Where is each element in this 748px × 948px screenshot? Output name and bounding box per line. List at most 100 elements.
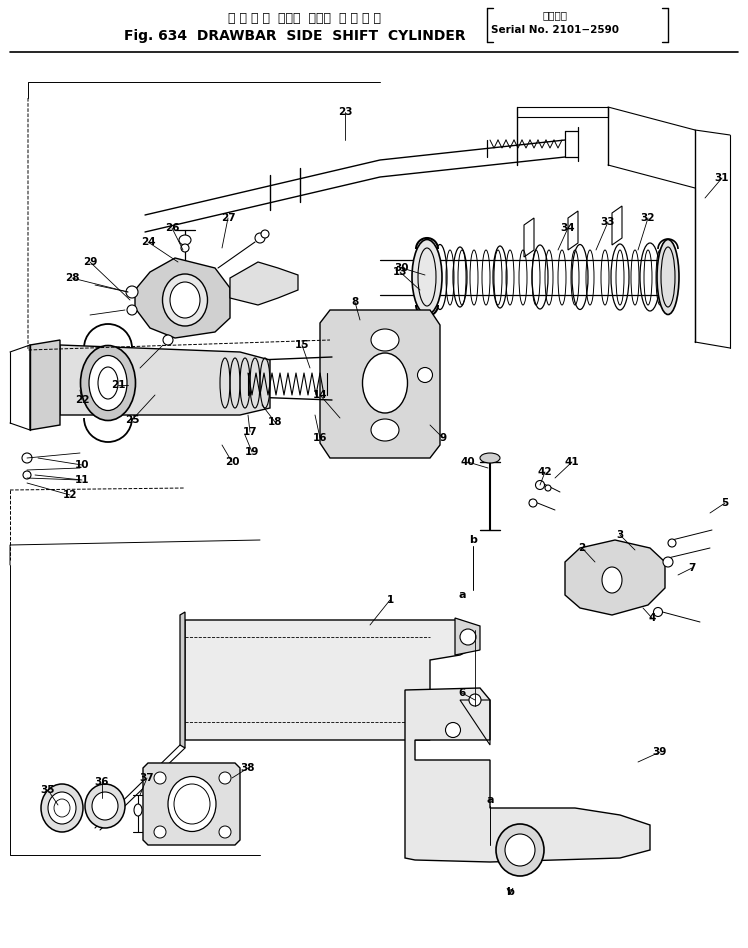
Polygon shape [185,620,475,740]
Text: 適用号機: 適用号機 [542,10,568,20]
Ellipse shape [261,230,269,238]
Text: 1: 1 [387,595,393,605]
Ellipse shape [81,345,135,421]
Text: 13: 13 [393,267,407,277]
Ellipse shape [460,629,476,645]
Text: 18: 18 [268,417,282,427]
Text: 40: 40 [461,457,475,467]
Ellipse shape [92,792,118,820]
Text: 5: 5 [721,498,729,508]
Ellipse shape [657,240,679,315]
Ellipse shape [22,453,32,463]
Text: 3: 3 [616,530,624,540]
Ellipse shape [48,792,76,824]
Ellipse shape [181,244,189,252]
Text: 15: 15 [295,340,309,350]
Ellipse shape [154,826,166,838]
Text: 21: 21 [111,380,125,390]
Text: 37: 37 [140,773,154,783]
Text: 23: 23 [338,107,352,117]
Text: 22: 22 [75,395,89,405]
Ellipse shape [417,368,432,382]
Text: ド ロ ー バ  サイド  シフト  シ リ ン ダ: ド ロ ー バ サイド シフト シ リ ン ダ [228,11,381,25]
Text: 31: 31 [715,173,729,183]
Polygon shape [135,258,230,338]
Text: b: b [469,535,477,545]
Ellipse shape [654,608,663,616]
Ellipse shape [371,419,399,441]
Ellipse shape [219,772,231,784]
Polygon shape [143,763,240,845]
Ellipse shape [412,240,442,315]
Text: 12: 12 [63,490,77,500]
Text: Fig. 634  DRAWBAR  SIDE  SHIFT  CYLINDER: Fig. 634 DRAWBAR SIDE SHIFT CYLINDER [124,29,466,43]
Text: 16: 16 [313,433,327,443]
Text: 11: 11 [75,475,89,485]
Polygon shape [230,262,298,305]
Text: 32: 32 [641,213,655,223]
Text: 42: 42 [538,467,552,477]
Text: 36: 36 [95,777,109,787]
Polygon shape [30,340,60,430]
Ellipse shape [41,784,83,832]
Ellipse shape [668,539,676,547]
Text: 30: 30 [395,263,409,273]
Ellipse shape [480,453,500,463]
Text: 26: 26 [165,223,180,233]
Ellipse shape [170,282,200,318]
Text: 2: 2 [578,543,586,553]
Ellipse shape [23,471,31,479]
Ellipse shape [602,567,622,593]
Ellipse shape [529,499,537,507]
Text: a: a [459,590,466,600]
Text: 14: 14 [313,390,328,400]
Polygon shape [320,310,440,458]
Text: 29: 29 [83,257,97,267]
Text: a: a [486,795,494,805]
Text: 34: 34 [561,223,575,233]
Ellipse shape [469,694,481,706]
Text: 35: 35 [40,785,55,795]
Polygon shape [180,612,185,748]
Text: 8: 8 [352,297,358,307]
Ellipse shape [496,824,544,876]
Ellipse shape [255,233,265,243]
Polygon shape [565,540,665,615]
Text: 39: 39 [653,747,667,757]
Text: 10: 10 [75,460,89,470]
Text: 33: 33 [601,217,616,227]
Ellipse shape [371,329,399,351]
Text: 19: 19 [245,447,260,457]
Ellipse shape [219,826,231,838]
Ellipse shape [179,235,191,245]
Ellipse shape [85,784,125,828]
Ellipse shape [545,485,551,491]
Text: 38: 38 [241,763,255,773]
Text: 7: 7 [688,563,696,573]
Ellipse shape [126,286,138,298]
Text: 41: 41 [565,457,579,467]
Text: Serial No. 2101−2590: Serial No. 2101−2590 [491,25,619,35]
Ellipse shape [505,834,535,866]
Polygon shape [60,345,270,415]
Ellipse shape [127,305,137,315]
Text: 4: 4 [649,613,656,623]
Text: 17: 17 [242,427,257,437]
Ellipse shape [89,356,127,410]
Ellipse shape [162,274,207,326]
Text: 20: 20 [224,457,239,467]
Ellipse shape [536,481,545,489]
Ellipse shape [163,335,173,345]
Ellipse shape [134,804,142,816]
Ellipse shape [154,772,166,784]
Ellipse shape [446,722,461,738]
Polygon shape [455,618,480,655]
Text: b: b [506,887,514,897]
Text: 9: 9 [439,433,447,443]
Text: 24: 24 [141,237,156,247]
Text: 27: 27 [221,213,236,223]
Polygon shape [405,688,650,862]
Ellipse shape [663,557,673,567]
Text: 6: 6 [459,688,465,698]
Text: 28: 28 [65,273,79,283]
